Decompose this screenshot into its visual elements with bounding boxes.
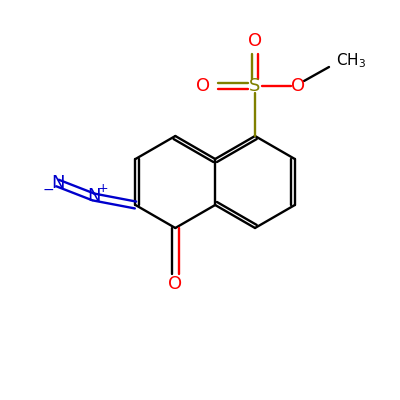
Text: O: O	[248, 32, 262, 50]
Text: +: +	[97, 182, 108, 194]
Text: −: −	[43, 183, 54, 197]
Text: O: O	[168, 275, 182, 293]
Text: N: N	[88, 187, 101, 205]
Text: CH$_3$: CH$_3$	[336, 52, 366, 70]
Text: O: O	[291, 77, 305, 95]
Text: O: O	[196, 77, 210, 95]
Text: N: N	[52, 174, 65, 192]
Text: S: S	[249, 77, 261, 95]
